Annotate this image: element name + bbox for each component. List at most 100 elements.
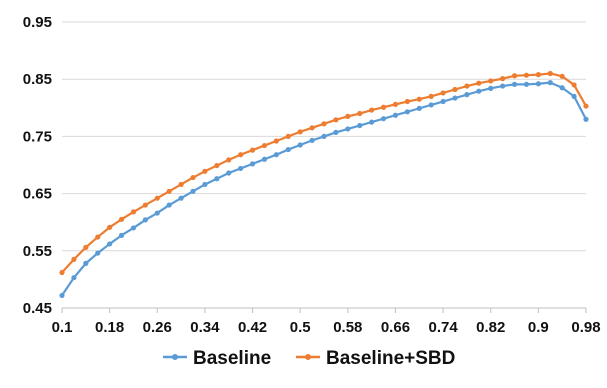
y-tick-label: 0.85 <box>23 71 52 88</box>
x-tick-label: 0.5 <box>290 319 311 336</box>
x-tick-label: 0.34 <box>190 319 220 336</box>
data-point <box>178 181 184 188</box>
data-point <box>547 70 553 77</box>
data-point <box>440 98 446 105</box>
data-point <box>500 76 506 82</box>
data-point <box>523 72 530 78</box>
x-tick-label: 0.9 <box>528 319 549 336</box>
data-point <box>83 260 89 266</box>
series-line <box>61 81 587 297</box>
x-tick-label: 0.42 <box>238 319 267 336</box>
data-point <box>547 80 553 86</box>
data-point <box>297 129 303 135</box>
series-baseline-sbd <box>59 70 589 276</box>
data-point <box>202 168 208 174</box>
data-point <box>142 202 148 208</box>
axes: 0.45 0.55 0.65 0.75 0.85 0.95 0.1 0.18 0.26 0.34 0… <box>23 14 601 336</box>
data-point <box>535 81 541 87</box>
data-point <box>380 116 387 122</box>
x-tick-label: 0.98 <box>571 319 600 336</box>
data-point <box>95 234 101 240</box>
data-point <box>226 170 232 176</box>
data-point <box>440 90 446 96</box>
data-point <box>321 121 327 127</box>
data-point <box>226 157 232 163</box>
y-tick-label: 0.95 <box>23 14 52 31</box>
data-point <box>464 92 470 98</box>
data-point <box>71 275 77 281</box>
data-point <box>202 181 208 188</box>
legend-swatch-marker <box>305 354 311 360</box>
data-point <box>511 73 518 79</box>
data-point <box>571 93 577 99</box>
data-point <box>273 152 279 158</box>
data-point <box>190 174 196 181</box>
data-point <box>154 195 160 201</box>
x-tick-label: 0.1 <box>52 319 73 336</box>
legend-item: Baseline <box>163 348 271 369</box>
data-point <box>166 188 172 194</box>
data-point <box>583 116 589 122</box>
data-point <box>130 225 137 231</box>
data-point <box>118 216 125 222</box>
data-point <box>83 244 89 250</box>
data-point <box>416 96 422 102</box>
data-point <box>392 112 399 118</box>
data-point <box>369 107 375 113</box>
x-tick-label: 0.74 <box>428 319 458 336</box>
legend-swatch-marker <box>172 354 178 360</box>
data-point <box>500 83 506 89</box>
data-point <box>559 85 565 91</box>
data-point <box>261 142 268 149</box>
data-point <box>452 86 458 93</box>
data-point <box>249 161 256 167</box>
data-point <box>392 101 399 107</box>
data-point <box>297 142 303 148</box>
data-point <box>130 209 137 215</box>
data-point <box>309 137 315 144</box>
data-point <box>333 129 339 135</box>
data-point <box>357 122 363 129</box>
data-point <box>261 156 268 162</box>
legend-item: Baseline+SBD <box>296 348 455 369</box>
x-tick-label: 0.66 <box>381 319 410 336</box>
legend-label: Baseline+SBD <box>326 348 455 369</box>
y-tick-label: 0.55 <box>23 243 52 260</box>
data-point <box>190 188 196 194</box>
data-point <box>464 83 470 89</box>
data-point <box>571 82 577 88</box>
data-point <box>345 113 351 119</box>
data-point <box>238 152 244 158</box>
data-point <box>309 125 315 131</box>
data-point <box>214 176 220 182</box>
data-point <box>476 88 482 94</box>
data-point <box>238 165 244 172</box>
x-tick-label: 0.18 <box>95 319 124 336</box>
data-point <box>285 146 291 153</box>
data-point <box>59 292 65 299</box>
data-point <box>345 126 351 132</box>
data-point <box>118 232 125 238</box>
data-point <box>535 72 541 78</box>
data-point <box>488 85 494 91</box>
data-point <box>404 98 410 105</box>
data-point <box>416 105 422 111</box>
data-point <box>428 93 434 99</box>
legend-label: Baseline <box>193 348 271 369</box>
y-tick-label: 0.45 <box>23 300 52 317</box>
data-point <box>59 269 65 276</box>
x-tick-label: 0.58 <box>333 319 362 336</box>
data-point <box>214 162 220 169</box>
x-tick-label: 0.82 <box>476 319 505 336</box>
data-point <box>154 210 160 216</box>
data-point <box>523 81 530 87</box>
y-tick-label: 0.65 <box>23 186 52 203</box>
data-point <box>476 80 482 86</box>
data-point <box>380 104 387 110</box>
data-point <box>107 241 113 247</box>
legend: Baseline Baseline+SBD <box>163 348 455 369</box>
data-point <box>333 117 339 123</box>
data-point <box>357 110 363 117</box>
